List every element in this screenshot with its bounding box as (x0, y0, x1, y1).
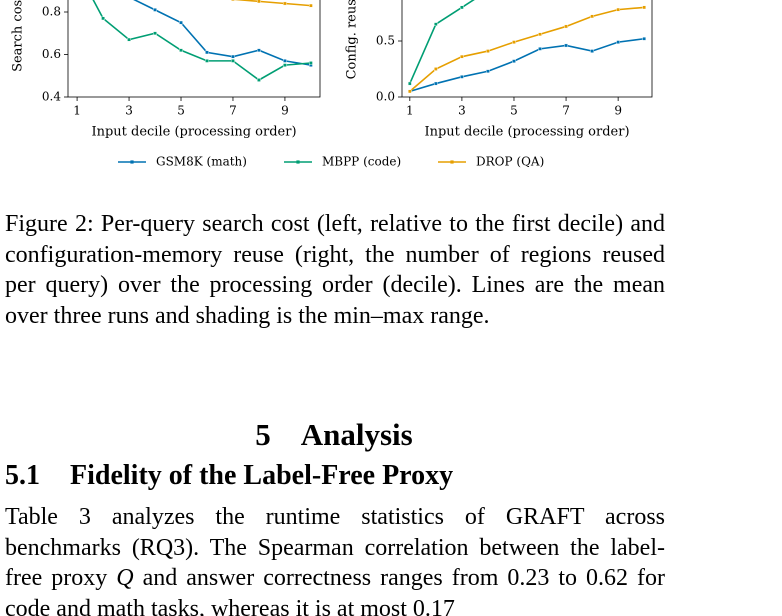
text: Table 3 analyzes the runtime statistics … (5, 504, 665, 591)
marker (231, 0, 235, 2)
x-tick-label: 7 (229, 104, 237, 118)
marker (205, 50, 209, 55)
legend-marker (130, 160, 134, 164)
marker (434, 22, 438, 27)
marker (231, 54, 235, 59)
marker (642, 36, 646, 41)
x-tick-label: 7 (562, 104, 570, 118)
plot (92, 0, 313, 82)
marker (309, 3, 313, 8)
x-tick-label: 3 (458, 104, 466, 118)
marker (153, 8, 157, 12)
y-tick-label: 0.8 (42, 5, 61, 19)
marker (283, 59, 287, 63)
marker (616, 40, 620, 44)
x-tick-label: 3 (125, 104, 133, 118)
marker (460, 5, 464, 10)
section-heading: 5 Analysis (0, 417, 668, 453)
y-tick-label: 0.6 (42, 47, 61, 61)
legend-label: MBPP (code) (322, 155, 401, 169)
y-tick-label: 0.4 (42, 90, 61, 104)
plot-frame (67, 0, 321, 98)
marker (512, 40, 516, 44)
marker (486, 49, 490, 53)
marker (434, 81, 438, 86)
legend-label: DROP (QA) (476, 155, 544, 169)
y-tick-label: 0.5 (376, 34, 395, 48)
x-tick-label: 9 (281, 104, 289, 118)
marker (231, 59, 235, 63)
marker (309, 61, 313, 65)
marker (590, 14, 594, 19)
paragraph: Table 3 analyzes the runtime statistics … (5, 502, 665, 616)
series-line (409, 0, 475, 84)
marker (179, 48, 183, 53)
marker (642, 5, 646, 10)
marker (127, 37, 131, 42)
marker (257, 78, 261, 82)
subsection-title: Fidelity of the Label-Free Proxy (70, 460, 454, 491)
marker (101, 16, 105, 21)
figure: 0.4 0.6 0.8 1 3 5 7 9 Input decile (processing o… (11, 0, 653, 169)
x-tick-label: 1 (406, 104, 414, 118)
marker (590, 49, 594, 53)
marker (179, 20, 183, 25)
marker (616, 7, 620, 12)
caption: Figure 2: Per-query search cost (left, r… (5, 211, 665, 329)
plot-frame (401, 0, 653, 98)
marker (564, 24, 568, 29)
text: and answer correctness ranges from 0.23 … (5, 565, 665, 616)
series-line (409, 6, 645, 93)
series-line (133, 0, 312, 66)
y-axis-label: Search cost (11, 0, 26, 72)
marker (283, 63, 287, 67)
legend-label: GSM8K (math) (156, 155, 247, 169)
x-tick-label: 1 (73, 104, 81, 118)
marker (434, 67, 438, 71)
subsection-heading: 5.1 Fidelity of the Label-Free Proxy (5, 460, 453, 492)
marker (283, 1, 287, 6)
y-axis-label: Config. reuse (345, 0, 360, 79)
y-tick-label: 0.0 (376, 90, 395, 104)
legend-marker (450, 160, 454, 164)
legend-marker (296, 160, 300, 164)
marker (538, 32, 542, 37)
marker (153, 31, 157, 36)
marker (460, 75, 464, 79)
marker (257, 48, 261, 53)
marker (408, 89, 412, 94)
math-symbol: Q (116, 565, 134, 591)
series-line (232, 0, 311, 7)
x-axis-label: Input decile (processing order) (424, 125, 629, 140)
marker (408, 81, 412, 86)
x-tick-label: 5 (177, 104, 185, 118)
x-tick-label: 9 (614, 104, 622, 118)
subsection-number: 5.1 (5, 460, 40, 491)
marker (486, 69, 490, 74)
section-title: Analysis (300, 417, 413, 452)
marker (512, 59, 516, 63)
x-axis-label: Input decile (processing order) (91, 125, 296, 140)
plot (408, 0, 646, 94)
marker (257, 0, 261, 4)
marker (564, 43, 568, 48)
marker (538, 47, 542, 51)
x-tick-label: 5 (510, 104, 518, 118)
section-number: 5 (255, 417, 271, 452)
series-line (409, 37, 645, 93)
marker (460, 54, 464, 59)
marker (205, 59, 209, 63)
series-line (92, 0, 311, 81)
